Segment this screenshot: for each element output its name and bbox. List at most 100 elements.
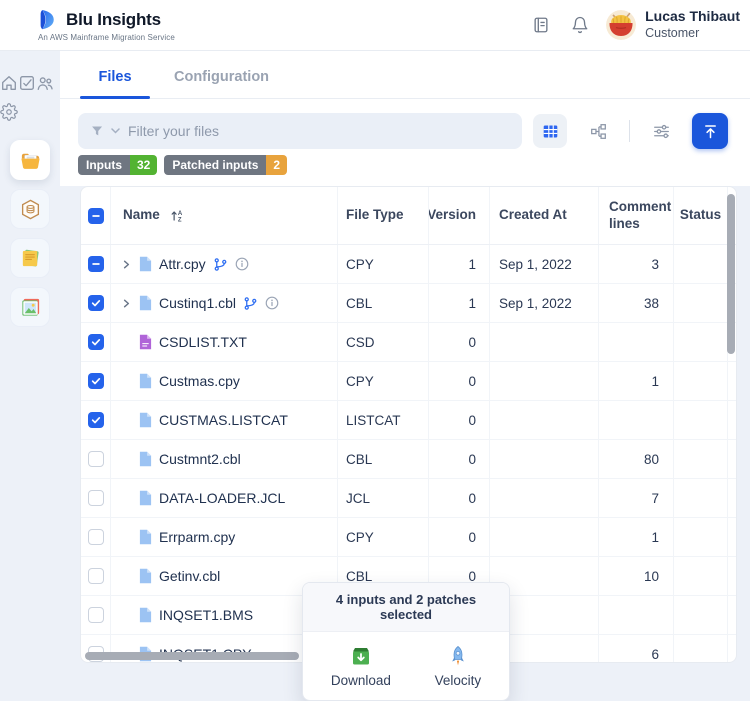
created-at-cell bbox=[490, 635, 599, 662]
module-notes-icon[interactable] bbox=[10, 238, 50, 278]
badge-patched-inputs[interactable]: Patched inputs 2 bbox=[164, 155, 288, 175]
module-hexagon-package-icon[interactable] bbox=[10, 189, 50, 229]
sidebar-settings-icon[interactable] bbox=[0, 103, 18, 121]
file-name[interactable]: Custinq1.cbl bbox=[159, 295, 237, 311]
table-view-button[interactable] bbox=[533, 114, 567, 148]
status-cell bbox=[674, 362, 728, 400]
branch-icon[interactable] bbox=[213, 257, 228, 272]
sidebar bbox=[0, 50, 60, 699]
expand-chevron-icon[interactable] bbox=[121, 259, 132, 270]
file-name[interactable]: Getinv.cbl bbox=[159, 568, 221, 584]
column-header-comment-lines: Comment lines bbox=[599, 187, 674, 244]
module-folder-icon[interactable] bbox=[10, 140, 50, 180]
svg-text:Z: Z bbox=[178, 218, 182, 224]
select-all-checkbox[interactable] bbox=[87, 207, 104, 224]
tree-icon bbox=[590, 123, 607, 140]
row-checkbox[interactable] bbox=[87, 373, 104, 389]
velocity-action[interactable]: Velocity bbox=[435, 645, 481, 688]
badges-row: Inputs 32 Patched inputs 2 bbox=[78, 155, 288, 175]
comment-lines-cell bbox=[599, 323, 674, 361]
table-row: Custmas.cpy CPY 0 1 bbox=[81, 362, 736, 401]
file-type-cell: CPY bbox=[338, 245, 429, 283]
version-cell: 0 bbox=[429, 479, 490, 517]
file-name[interactable]: INQSET1.BMS bbox=[159, 607, 254, 623]
row-checkbox[interactable] bbox=[87, 451, 104, 467]
created-at-cell: Sep 1, 2022 bbox=[490, 245, 599, 283]
row-name-cell: Custinq1.cbl bbox=[111, 284, 338, 322]
brand-title: Blu Insights bbox=[66, 10, 161, 29]
file-name[interactable]: CUSTMAS.LISTCAT bbox=[159, 412, 288, 428]
status-cell bbox=[674, 557, 728, 595]
module-gallery-icon[interactable] bbox=[10, 287, 50, 327]
brand-logo[interactable]: Blu Insights An AWS Mainframe Migration … bbox=[0, 8, 175, 42]
created-at-cell bbox=[490, 440, 599, 478]
file-blue bbox=[139, 568, 152, 584]
file-name[interactable]: Attr.cpy bbox=[159, 256, 206, 272]
user-menu[interactable]: Lucas Thibaut Customer bbox=[606, 8, 740, 41]
top-bar-right: Lucas Thibaut Customer bbox=[532, 8, 750, 41]
tree-view-button[interactable] bbox=[581, 114, 615, 148]
sidebar-users-icon[interactable] bbox=[36, 74, 54, 92]
caret-down-icon[interactable] bbox=[111, 128, 120, 134]
row-name-cell: Errparm.cpy bbox=[111, 518, 338, 556]
sidebar-tasks-icon[interactable] bbox=[18, 74, 36, 92]
sidebar-nav bbox=[0, 74, 60, 132]
info-icon[interactable] bbox=[265, 296, 279, 310]
tab-configuration[interactable]: Configuration bbox=[174, 69, 270, 85]
comment-lines-cell: 1 bbox=[599, 362, 674, 400]
row-checkbox[interactable] bbox=[87, 256, 104, 272]
file-blue bbox=[139, 607, 152, 623]
display-settings-button[interactable] bbox=[644, 114, 678, 148]
status-cell bbox=[674, 635, 728, 662]
top-bar: Blu Insights An AWS Mainframe Migration … bbox=[0, 0, 750, 51]
branch-icon[interactable] bbox=[243, 296, 258, 311]
comment-lines-cell: 7 bbox=[599, 479, 674, 517]
selection-popup-actions: Download Velocity bbox=[303, 632, 509, 700]
expand-chevron-icon[interactable] bbox=[121, 298, 132, 309]
funnel-icon[interactable] bbox=[90, 124, 105, 139]
comment-lines-cell: 3 bbox=[599, 245, 674, 283]
vertical-scrollbar[interactable] bbox=[727, 194, 735, 354]
row-checkbox[interactable] bbox=[87, 490, 104, 506]
file-purple bbox=[139, 334, 152, 350]
row-checkbox-cell bbox=[81, 479, 111, 517]
table-row: Errparm.cpy CPY 0 1 bbox=[81, 518, 736, 557]
version-cell: 0 bbox=[429, 518, 490, 556]
row-checkbox[interactable] bbox=[87, 334, 104, 350]
file-name[interactable]: Errparm.cpy bbox=[159, 529, 236, 545]
user-role: Customer bbox=[645, 25, 700, 40]
changelog-icon[interactable] bbox=[532, 16, 550, 34]
tab-files[interactable]: Files bbox=[80, 69, 150, 99]
file-name[interactable]: Custmnt2.cbl bbox=[159, 451, 241, 467]
download-action[interactable]: Download bbox=[331, 645, 391, 688]
row-checkbox[interactable] bbox=[87, 607, 104, 623]
sidebar-modules bbox=[10, 140, 50, 327]
table-icon bbox=[542, 123, 559, 140]
row-checkbox[interactable] bbox=[87, 568, 104, 584]
file-name[interactable]: Custmas.cpy bbox=[159, 373, 240, 389]
comment-lines-cell: 6 bbox=[599, 635, 674, 662]
upload-button[interactable] bbox=[692, 113, 728, 149]
filter-input[interactable] bbox=[126, 122, 510, 140]
badge-inputs[interactable]: Inputs 32 bbox=[78, 155, 158, 175]
file-type-cell: JCL bbox=[338, 479, 429, 517]
row-checkbox[interactable] bbox=[87, 295, 104, 311]
comment-lines-cell: 38 bbox=[599, 284, 674, 322]
notifications-bell-icon[interactable] bbox=[571, 16, 589, 34]
file-name[interactable]: CSDLIST.TXT bbox=[159, 334, 247, 350]
column-header-status: Status bbox=[674, 187, 728, 244]
status-cell bbox=[674, 596, 728, 634]
row-checkbox[interactable] bbox=[87, 412, 104, 428]
info-icon[interactable] bbox=[235, 257, 249, 271]
file-name[interactable]: DATA-LOADER.JCL bbox=[159, 490, 286, 506]
status-cell bbox=[674, 323, 728, 361]
column-header-name[interactable]: Name A Z bbox=[111, 187, 338, 244]
horizontal-scrollbar[interactable] bbox=[85, 652, 299, 660]
table-row: Custinq1.cbl CBL 1 Sep 1, 2022 38 bbox=[81, 284, 736, 323]
sidebar-home-icon[interactable] bbox=[0, 74, 18, 92]
user-name: Lucas Thibaut bbox=[645, 8, 740, 25]
row-name-cell: CSDLIST.TXT bbox=[111, 323, 338, 361]
row-checkbox[interactable] bbox=[87, 529, 104, 545]
row-name-cell: Custmnt2.cbl bbox=[111, 440, 338, 478]
file-type-cell: CPY bbox=[338, 362, 429, 400]
